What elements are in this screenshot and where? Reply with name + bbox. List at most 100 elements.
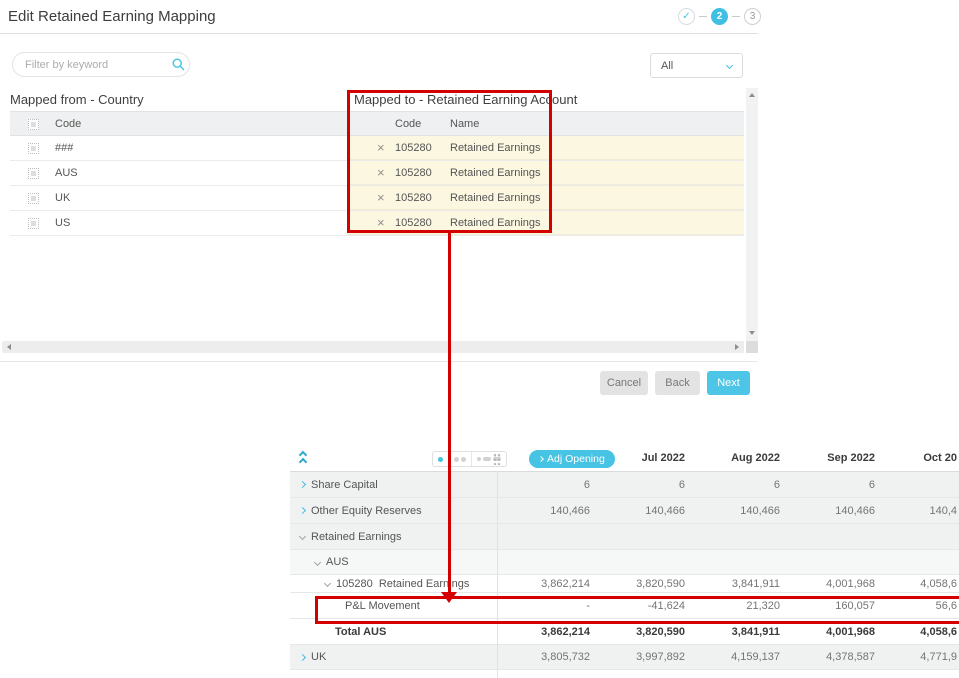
column-divider <box>497 472 498 678</box>
remove-mapping-icon[interactable]: × <box>377 215 385 230</box>
to-code: 105280 <box>395 217 432 229</box>
detail-level-1[interactable] <box>433 452 449 466</box>
grid-row-share-capital[interactable]: Share Capital 6 6 6 6 <box>290 472 959 498</box>
mapped-to-cell: × 105280 Retained Earnings <box>347 161 744 185</box>
next-button[interactable]: Next <box>707 371 750 395</box>
equity-data-grid: Adj Opening Jul 2022 Aug 2022 Sep 2022 O… <box>290 446 959 678</box>
column-header-aug: Aug 2022 <box>731 452 780 464</box>
vertical-scrollbar[interactable] <box>746 88 758 341</box>
mapping-table-header: Code Code Name <box>10 111 744 136</box>
cell-adj: 3,862,214 <box>541 625 590 638</box>
grid-row-aus[interactable]: AUS <box>290 550 959 575</box>
scroll-right-icon[interactable] <box>735 344 739 350</box>
row-checkbox[interactable] <box>28 193 39 204</box>
filter-keyword-input[interactable] <box>12 52 190 77</box>
mapped-to-cell: × 105280 Retained Earnings <box>347 211 744 235</box>
detail-level-2[interactable] <box>449 452 472 466</box>
header-divider <box>0 33 758 34</box>
row-checkbox[interactable] <box>28 218 39 229</box>
cancel-button[interactable]: Cancel <box>600 371 648 395</box>
mapping-table: Code Code Name ### × 105280 Retained Ear… <box>10 111 744 236</box>
mapping-row[interactable]: ### × 105280 Retained Earnings <box>10 136 744 161</box>
remove-mapping-icon[interactable]: × <box>377 190 385 205</box>
row-checkbox[interactable] <box>28 143 39 154</box>
row-label: Retained Earnings <box>311 530 402 543</box>
to-name: Retained Earnings <box>450 192 541 204</box>
grid-row-uk[interactable]: UK 3,805,732 3,997,892 4,159,137 4,378,5… <box>290 645 959 670</box>
row-label: UK <box>311 651 327 663</box>
cell-adj: 140,466 <box>550 504 590 517</box>
cell-aug: 4,159,137 <box>731 651 780 663</box>
back-button[interactable]: Back <box>655 371 700 395</box>
column-header-oct: Oct 20 <box>923 452 957 464</box>
search-icon[interactable] <box>172 58 185 76</box>
drag-handle-icon[interactable] <box>493 453 501 465</box>
scrollbar-corner <box>746 341 758 353</box>
collapse-icon[interactable] <box>323 579 332 588</box>
cell-jul: -41,624 <box>647 599 685 612</box>
column-header-jul: Jul 2022 <box>641 452 685 464</box>
expand-icon[interactable] <box>298 653 307 661</box>
cell-aug: 140,466 <box>740 504 780 517</box>
chevron-down-icon <box>725 61 734 70</box>
cell-jul: 3,820,590 <box>636 577 685 590</box>
grid-row-105280-retained-earnings[interactable]: 105280 Retained Earnings 3,862,214 3,820… <box>290 575 959 593</box>
adj-opening-button[interactable]: Adj Opening <box>529 450 615 468</box>
to-name: Retained Earnings <box>450 167 541 179</box>
scroll-up-icon[interactable] <box>749 93 755 97</box>
mapping-row[interactable]: US × 105280 Retained Earnings <box>10 211 744 236</box>
page-title: Edit Retained Earning Mapping <box>8 8 216 25</box>
adj-opening-label: Adj Opening <box>547 453 605 465</box>
collapse-all-icon[interactable] <box>298 450 308 467</box>
cell-sep: 4,001,968 <box>826 577 875 590</box>
cell-adj: - <box>586 599 590 612</box>
cell-aug: 21,320 <box>746 599 780 612</box>
grid-row-total-aus: Total AUS 3,862,214 3,820,590 3,841,911 … <box>290 619 959 645</box>
mapped-to-cell: × 105280 Retained Earnings <box>347 136 744 160</box>
scroll-left-icon[interactable] <box>7 344 11 350</box>
mapping-row[interactable]: UK × 105280 Retained Earnings <box>10 186 744 211</box>
from-code: US <box>55 217 71 229</box>
step-connector <box>732 15 740 17</box>
to-code: 105280 <box>395 142 432 154</box>
mapped-to-cell: × 105280 Retained Earnings <box>347 186 744 210</box>
expand-icon[interactable] <box>298 480 307 489</box>
from-code: UK <box>55 192 71 204</box>
scope-dropdown-value: All <box>661 59 674 72</box>
mapped-to-header-region: Code Name <box>347 112 744 135</box>
select-all-checkbox[interactable] <box>28 119 39 130</box>
mapped-from-heading: Mapped from - Country <box>10 92 144 107</box>
horizontal-scrollbar[interactable] <box>2 341 744 353</box>
cell-sep: 140,466 <box>835 504 875 517</box>
cell-aug: 3,841,911 <box>731 577 780 590</box>
chevron-right-icon <box>538 456 544 462</box>
remove-mapping-icon[interactable]: × <box>377 140 385 155</box>
collapse-icon[interactable] <box>298 532 307 541</box>
expand-icon[interactable] <box>298 506 307 515</box>
grid-row-other-equity-reserves[interactable]: Other Equity Reserves 140,466 140,466 14… <box>290 498 959 524</box>
scope-dropdown[interactable]: All <box>650 53 743 78</box>
collapse-icon[interactable] <box>313 558 322 566</box>
cell-jul: 6 <box>678 478 685 491</box>
step-1-complete[interactable]: ✓ <box>678 7 695 25</box>
step-3[interactable]: 3 <box>744 7 761 25</box>
mapped-to-heading: Mapped to - Retained Earning Account <box>354 92 578 107</box>
grid-row-pl-movement[interactable]: P&L Movement - -41,624 21,320 160,057 56… <box>290 593 959 619</box>
mapping-row[interactable]: AUS × 105280 Retained Earnings <box>10 161 744 186</box>
row-label: P&L Movement <box>345 599 420 612</box>
wizard-stepper: ✓ 2 3 <box>678 7 761 25</box>
cell-sep: 160,057 <box>835 599 875 612</box>
grid-row-retained-earnings[interactable]: Retained Earnings <box>290 524 959 550</box>
row-checkbox[interactable] <box>28 168 39 179</box>
cell-aug: 3,841,911 <box>731 625 780 638</box>
cell-oct: 4,058,6 <box>920 625 957 638</box>
row-label: 105280 Retained Earnings <box>336 577 470 590</box>
grid-body: Share Capital 6 6 6 6 Other Equity Reser… <box>290 472 959 678</box>
grid-header: Adj Opening Jul 2022 Aug 2022 Sep 2022 O… <box>290 446 959 472</box>
remove-mapping-icon[interactable]: × <box>377 165 385 180</box>
scroll-down-icon[interactable] <box>749 331 755 335</box>
check-icon: ✓ <box>682 10 691 22</box>
cell-oct: 4,058,6 <box>920 577 957 590</box>
step-2-active[interactable]: 2 <box>711 7 728 25</box>
